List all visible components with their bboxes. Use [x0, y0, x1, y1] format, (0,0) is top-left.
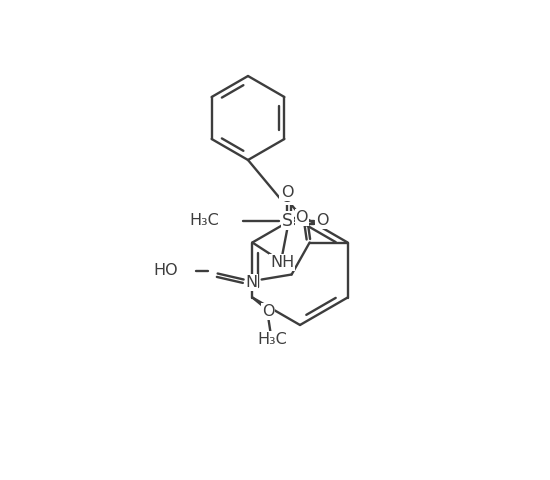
Text: O: O	[262, 304, 274, 319]
Text: O: O	[316, 213, 328, 228]
Text: O: O	[280, 190, 292, 204]
Text: O: O	[281, 185, 294, 200]
Text: O: O	[295, 210, 308, 225]
Text: N: N	[245, 275, 258, 290]
Text: HO: HO	[153, 263, 178, 278]
Text: H₃C: H₃C	[190, 213, 219, 228]
Text: S: S	[282, 212, 293, 229]
Text: NH: NH	[270, 255, 294, 270]
Text: H₃C: H₃C	[257, 332, 287, 347]
